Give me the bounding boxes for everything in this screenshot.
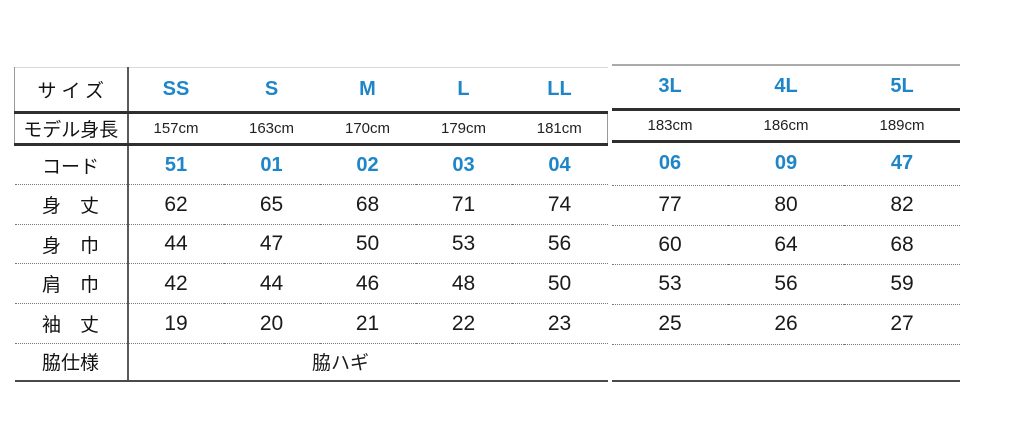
body-width-label: 身 巾 xyxy=(14,224,129,264)
code-cell: 03 xyxy=(415,144,512,185)
measurement-cell: 27 xyxy=(844,304,960,345)
shoulder-width-label: 肩 巾 xyxy=(14,263,129,304)
sleeve-length-row: 25 26 27 xyxy=(612,304,960,345)
measurement-cell: 68 xyxy=(319,184,416,225)
size-cell-4l: 4L xyxy=(728,65,844,111)
model-height-cell: 163cm xyxy=(223,112,320,146)
sleeve-length-label: 袖 丈 xyxy=(14,303,129,344)
measurement-cell: 82 xyxy=(844,185,960,226)
measurement-cell: 71 xyxy=(415,184,512,225)
size-cell-m: M xyxy=(319,67,416,114)
size-header-row: サイズ SS S M L LL xyxy=(14,67,608,114)
code-cell: 47 xyxy=(844,141,960,186)
code-cell: 51 xyxy=(127,144,224,185)
measurement-cell: 60 xyxy=(612,225,728,265)
size-cell-ss: SS xyxy=(127,67,224,114)
measurement-cell: 77 xyxy=(612,185,728,226)
model-height-cell: 189cm xyxy=(844,109,960,143)
model-height-cell: 183cm xyxy=(612,109,728,143)
side-spec-empty-cell xyxy=(612,344,960,382)
measurement-cell: 47 xyxy=(223,224,320,264)
code-row: 06 09 47 xyxy=(612,141,960,186)
measurement-cell: 48 xyxy=(415,263,512,304)
measurement-cell: 56 xyxy=(511,224,608,264)
measurement-cell: 42 xyxy=(127,263,224,304)
measurement-cell: 25 xyxy=(612,304,728,345)
measurement-cell: 44 xyxy=(127,224,224,264)
measurement-cell: 26 xyxy=(728,304,844,345)
code-cell: 01 xyxy=(223,144,320,185)
body-length-row: 身 丈 62 65 68 71 74 xyxy=(14,184,608,225)
code-cell: 09 xyxy=(728,141,844,186)
measurement-cell: 53 xyxy=(612,264,728,305)
model-height-row: 183cm 186cm 189cm xyxy=(612,109,960,143)
code-cell: 06 xyxy=(612,141,728,186)
measurement-cell: 23 xyxy=(511,303,608,344)
shoulder-width-row: 53 56 59 xyxy=(612,264,960,305)
measurement-cell: 20 xyxy=(223,303,320,344)
measurement-cell: 22 xyxy=(415,303,512,344)
measurement-cell: 68 xyxy=(844,225,960,265)
measurement-cell: 59 xyxy=(844,264,960,305)
model-height-cell: 181cm xyxy=(511,112,608,146)
code-cell: 04 xyxy=(511,144,608,185)
side-spec-row: 脇仕様 脇ハギ xyxy=(14,343,608,382)
model-height-row: モデル身長 157cm 163cm 170cm 179cm 181cm xyxy=(14,112,608,146)
code-label: コード xyxy=(14,144,129,185)
model-height-cell: 179cm xyxy=(415,112,512,146)
measurement-cell: 53 xyxy=(415,224,512,264)
size-cell-l: L xyxy=(415,67,512,114)
size-header-label: サイズ xyxy=(14,67,129,114)
measurement-cell: 80 xyxy=(728,185,844,226)
shoulder-width-row: 肩 巾 42 44 46 48 50 xyxy=(14,263,608,304)
measurement-cell: 56 xyxy=(728,264,844,305)
measurement-cell: 46 xyxy=(319,263,416,304)
size-cell-ll: LL xyxy=(511,67,608,114)
measurement-cell: 64 xyxy=(728,225,844,265)
model-height-cell: 157cm xyxy=(127,112,224,146)
body-length-label: 身 丈 xyxy=(14,184,129,225)
side-spec-label: 脇仕様 xyxy=(14,343,129,382)
sleeve-length-row: 袖 丈 19 20 21 22 23 xyxy=(14,303,608,344)
size-header-row: 3L 4L 5L xyxy=(612,65,960,111)
body-width-row: 身 巾 44 47 50 53 56 xyxy=(14,224,608,264)
model-height-label: モデル身長 xyxy=(14,112,129,146)
size-cell-s: S xyxy=(223,67,320,114)
measurement-cell: 50 xyxy=(511,263,608,304)
size-table-left-block: サイズ SS S M L LL モデル身長 157cm 163cm 170cm … xyxy=(14,67,608,382)
measurement-cell: 21 xyxy=(319,303,416,344)
model-height-cell: 186cm xyxy=(728,109,844,143)
code-cell: 02 xyxy=(319,144,416,185)
measurement-cell: 62 xyxy=(127,184,224,225)
size-cell-3l: 3L xyxy=(612,65,728,111)
body-length-row: 77 80 82 xyxy=(612,185,960,226)
measurement-cell: 50 xyxy=(319,224,416,264)
side-spec-row xyxy=(612,344,960,382)
size-table-right-block: 3L 4L 5L 183cm 186cm 189cm 06 09 47 77 8… xyxy=(612,64,960,382)
code-row: コード 51 01 02 03 04 xyxy=(14,144,608,185)
measurement-cell: 74 xyxy=(511,184,608,225)
measurement-cell: 65 xyxy=(223,184,320,225)
side-spec-value: 脇ハギ xyxy=(127,343,608,382)
measurement-cell: 44 xyxy=(223,263,320,304)
size-cell-5l: 5L xyxy=(844,65,960,111)
model-height-cell: 170cm xyxy=(319,112,416,146)
body-width-row: 60 64 68 xyxy=(612,225,960,265)
measurement-cell: 19 xyxy=(127,303,224,344)
